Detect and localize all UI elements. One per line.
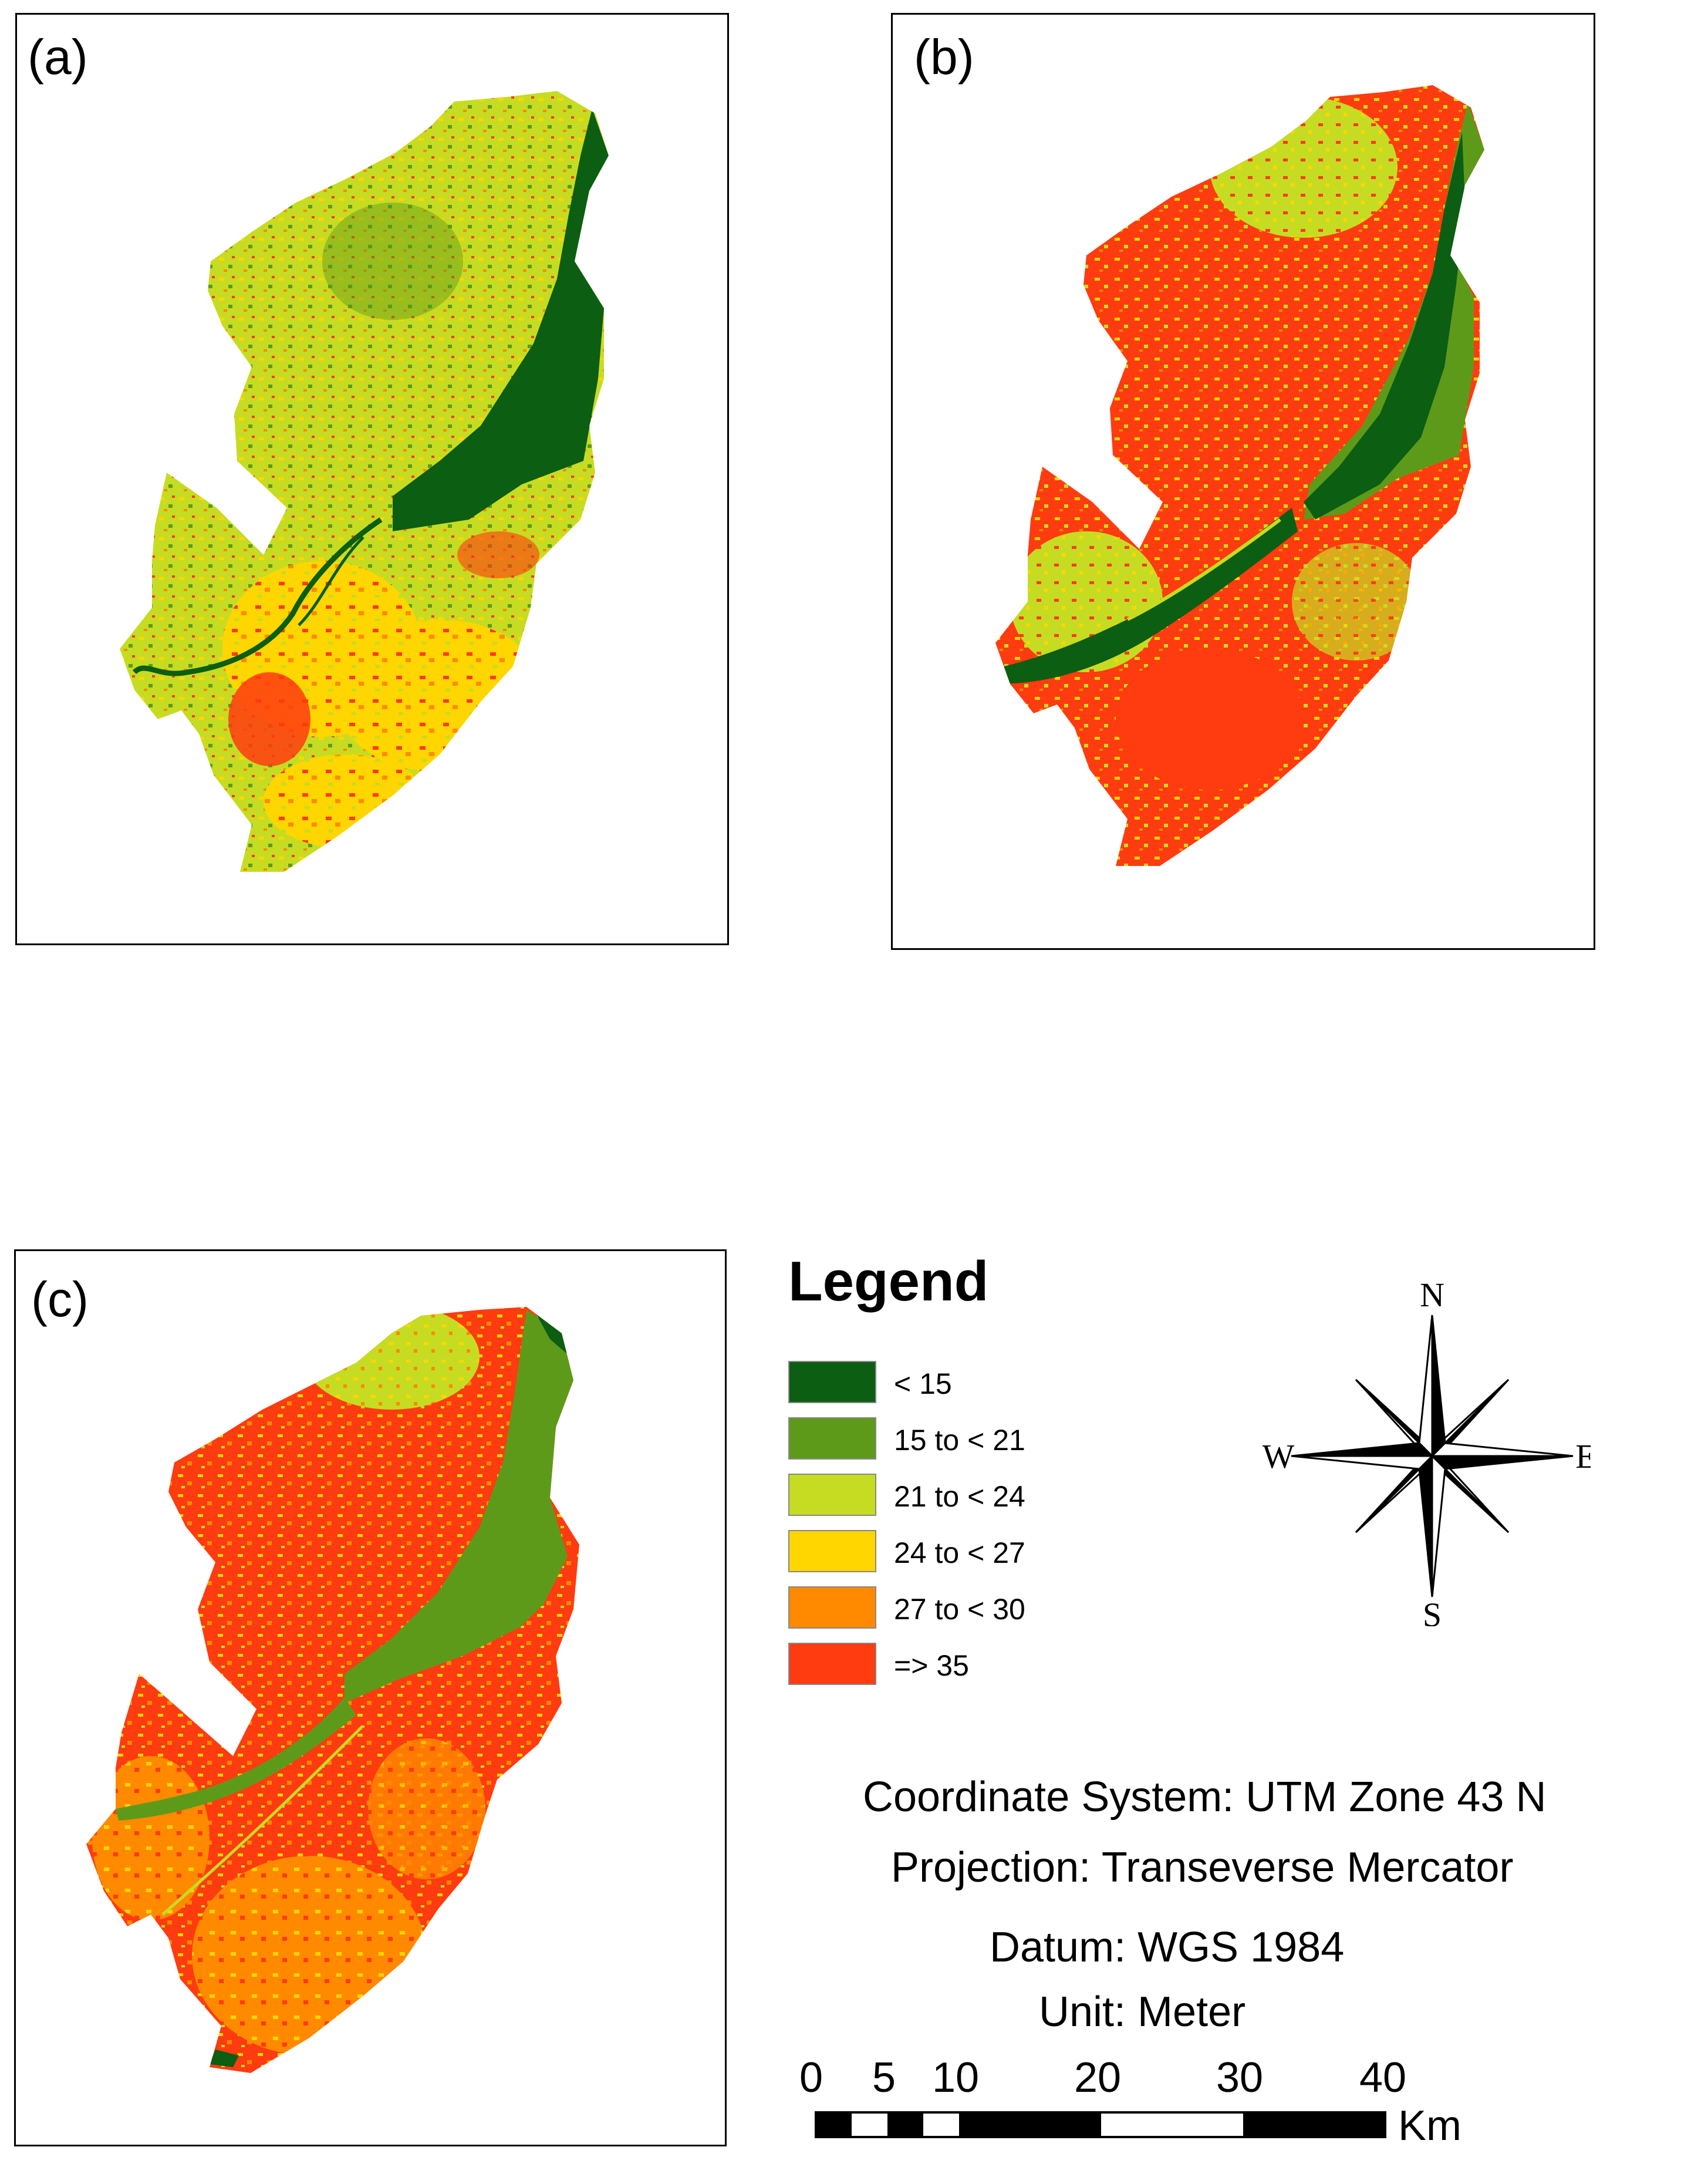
legend-swatch: [788, 1643, 876, 1685]
legend-swatch: [788, 1361, 876, 1403]
map-b: [995, 85, 1484, 866]
scale-tick-20: 20: [1074, 2054, 1122, 2101]
legend-label: 15 to < 21: [894, 1424, 1025, 1457]
datum-text: Datum: WGS 1984: [990, 1924, 1345, 1971]
legend-label: < 15: [894, 1367, 952, 1400]
map-c: [86, 1307, 579, 2073]
panel-label-a: (a): [28, 29, 88, 85]
scale-tick-30: 30: [1216, 2054, 1264, 2101]
map-a: [120, 91, 609, 872]
legend-swatch: [788, 1417, 876, 1460]
scale-tick-0: 0: [799, 2054, 823, 2101]
legend-label: 24 to < 27: [894, 1536, 1025, 1569]
map-panel-c: (c): [14, 1249, 727, 2146]
legend-label: 21 to < 24: [894, 1480, 1025, 1513]
projection-text: Projection: Transeverse Mercator: [891, 1844, 1514, 1891]
legend-swatch: [788, 1586, 876, 1629]
panel-label-b: (b): [914, 29, 974, 85]
unit-text: Unit: Meter: [1039, 1989, 1246, 2035]
scale-tick-5: 5: [872, 2054, 896, 2101]
legend-label: => 35: [894, 1649, 969, 1682]
scale-bar: [815, 2111, 1386, 2138]
scale-unit-label: Km: [1398, 2102, 1461, 2149]
compass-west: W: [1263, 1437, 1295, 1475]
compass-south: S: [1423, 1596, 1442, 1626]
map-panel-b: (b): [891, 13, 1595, 950]
scale-tick-40: 40: [1359, 2054, 1407, 2101]
compass-east: E: [1575, 1437, 1591, 1475]
map-panel-a: (a): [15, 13, 729, 945]
compass-north: N: [1420, 1276, 1444, 1314]
north-arrow-icon: N S E W: [1263, 1276, 1596, 1634]
panel-label-c: (c): [31, 1272, 89, 1327]
coordinate-system-text: Coordinate System: UTM Zone 43 N: [863, 1774, 1547, 1821]
compass-rose: N S E W: [1238, 1262, 1596, 1634]
legend-swatch: [788, 1530, 876, 1572]
legend-swatch: [788, 1474, 876, 1516]
legend-title: Legend: [788, 1250, 989, 1313]
scale-tick-10: 10: [932, 2054, 980, 2101]
legend-label: 27 to < 30: [894, 1593, 1025, 1626]
